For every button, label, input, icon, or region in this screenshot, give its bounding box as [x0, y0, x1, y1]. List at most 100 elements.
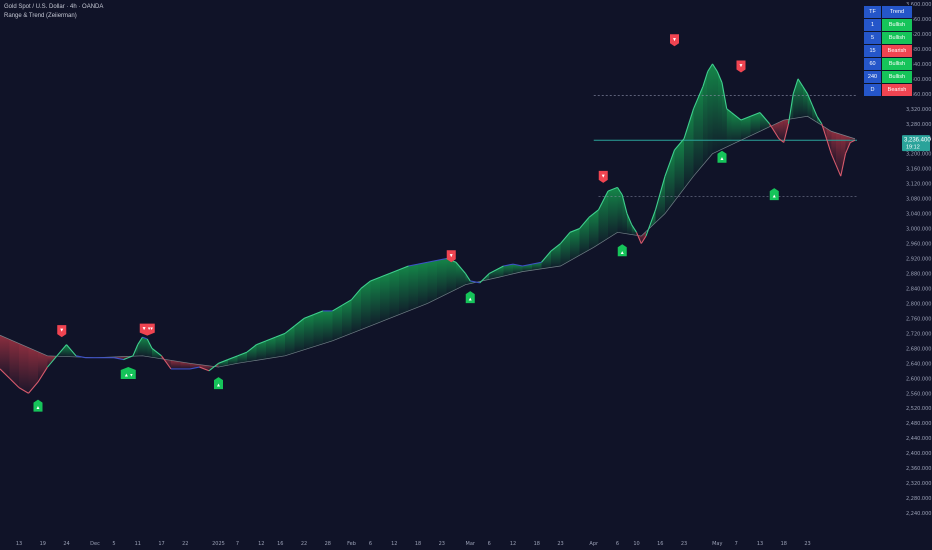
trend-fill-segment: [427, 260, 437, 304]
price-line-segment: [417, 261, 428, 265]
trend-fill-segment: [726, 108, 732, 147]
trend-fill-segment: [707, 63, 713, 160]
trend-fill-segment: [779, 120, 784, 143]
sell-marker-label: ▼: [449, 253, 454, 259]
price-line-segment: [189, 366, 200, 370]
trend-fill-segment: [418, 262, 428, 308]
timeframe-cell: 5: [864, 32, 881, 44]
trend-cell: Bearish: [882, 45, 912, 57]
price-tick-label: 2,400.000: [906, 451, 931, 457]
price-tick-label: 2,360.000: [906, 466, 931, 472]
time-tick-label: May: [712, 541, 722, 547]
trend-fill-segment: [655, 176, 665, 223]
buy-signal-marker: ▲: [717, 150, 727, 163]
last-price-value: 3,236.400: [904, 138, 931, 144]
symbol-title[interactable]: Gold Spot / U.S. Dollar · 4h · OANDA: [4, 4, 104, 10]
trend-fill-segment: [684, 108, 694, 189]
buy-marker-shape: [214, 377, 223, 390]
trend-fill-segment: [712, 63, 718, 154]
time-axis[interactable]: 13 19 24 Dec 5 11 17 22 2025 7 12 16 22 28 Feb 6 12 18 23 M…: [16, 541, 811, 547]
price-line-segment: [398, 265, 409, 271]
price-line-segment: [702, 71, 709, 87]
price-tick-label: 3,080.000: [906, 197, 931, 203]
timeframe-cell: 15: [864, 45, 881, 57]
trend-fill-segment: [190, 363, 200, 369]
price-line-segment: [75, 355, 86, 359]
price-line-segment: [783, 123, 790, 143]
time-tick-label: 17: [158, 541, 164, 547]
indicator-title[interactable]: Range & Trend (Zeiierman): [4, 13, 77, 19]
price-line-segment: [465, 273, 471, 282]
sell-signal-marker: ▼: [670, 34, 679, 47]
buy-marker-shape: [617, 244, 627, 257]
price-line-segment: [488, 265, 504, 274]
time-tick-label: Feb: [347, 541, 356, 547]
sell-marker-shape: [670, 34, 679, 47]
price-line-segment: [427, 259, 438, 263]
price-line-segment: [379, 272, 390, 278]
trend-fill-segment: [152, 348, 162, 359]
timeframe-cell: 1: [864, 19, 881, 31]
trend-fill-segment: [38, 351, 48, 383]
price-tick-label: 3,400.000: [906, 77, 931, 83]
last-price-badge: [902, 135, 930, 152]
tf-header: TF: [864, 6, 881, 18]
price-line-segment: [470, 280, 480, 284]
price-tick-label: 3,320.000: [906, 107, 931, 113]
trend-fill-segment: [323, 310, 333, 344]
price-tick-label: 2,640.000: [906, 361, 931, 367]
price-line-segment: [726, 108, 732, 113]
trend-fill-segment: [275, 333, 285, 358]
price-tick-label: 3,560.000: [906, 17, 931, 23]
trend-fill-segment: [437, 258, 447, 299]
price-tick-label: 2,960.000: [906, 242, 931, 248]
price-line-segment: [674, 138, 685, 151]
trend-fill-segment: [589, 209, 599, 250]
price-tick-label: 3,280.000: [906, 122, 931, 128]
trend-fill-segment: [294, 318, 304, 353]
price-line-segment: [621, 194, 628, 214]
trend-fill-segment: [266, 337, 276, 359]
buy-marker-label: ▲: [620, 250, 625, 256]
price-line-segment: [332, 304, 343, 312]
trend-fill-segment: [342, 299, 352, 338]
price-line-segment: [161, 355, 172, 370]
time-tick-label: 6: [488, 541, 491, 547]
price-line-segment: [113, 357, 124, 361]
trend-fill-segment: [807, 93, 813, 120]
price-line-segment: [550, 243, 561, 252]
trend-fill-segment: [693, 86, 703, 177]
trend-fill-segment: [750, 112, 760, 136]
trend-fill-segment: [446, 258, 456, 295]
trend-fill-segment: [641, 231, 646, 244]
time-tick-label: 23: [439, 541, 445, 547]
price-line-segment: [721, 82, 728, 109]
trend-fill-segment: [351, 288, 361, 334]
trend-fill-segment: [285, 325, 295, 356]
sell-signal-marker: ▼: [598, 170, 608, 183]
time-tick-label: 12: [391, 541, 397, 547]
price-line-segment: [512, 263, 523, 267]
trend-fill-segment: [489, 266, 504, 280]
trend-fill-segment: [598, 191, 608, 245]
trend-fill-segment: [247, 344, 257, 362]
trend-fill-segment: [389, 269, 399, 319]
last-price-tag: 3,236.400 19:12: [902, 135, 931, 152]
trend-table-row: 240 Bullish: [864, 71, 912, 83]
time-tick-label: Dec: [90, 541, 100, 547]
series-lines: [0, 63, 856, 394]
trend-fill-segment: [674, 138, 684, 202]
sell-marker-shape: [736, 60, 746, 73]
trend-fill-segment: [826, 128, 832, 154]
price-line-segment: [640, 235, 647, 244]
price-line-segment: [598, 190, 609, 211]
sell-marker-label: ▼: [59, 328, 64, 334]
time-tick-label: 11: [135, 541, 141, 547]
price-tick-label: 3,360.000: [906, 92, 931, 98]
price-line-segment: [237, 351, 248, 357]
price-line-segment: [797, 78, 804, 87]
trend-fill-segment: [840, 134, 846, 177]
sell-signal-marker: ▼ ▾▾: [139, 323, 155, 336]
price-line-segment: [617, 187, 623, 196]
